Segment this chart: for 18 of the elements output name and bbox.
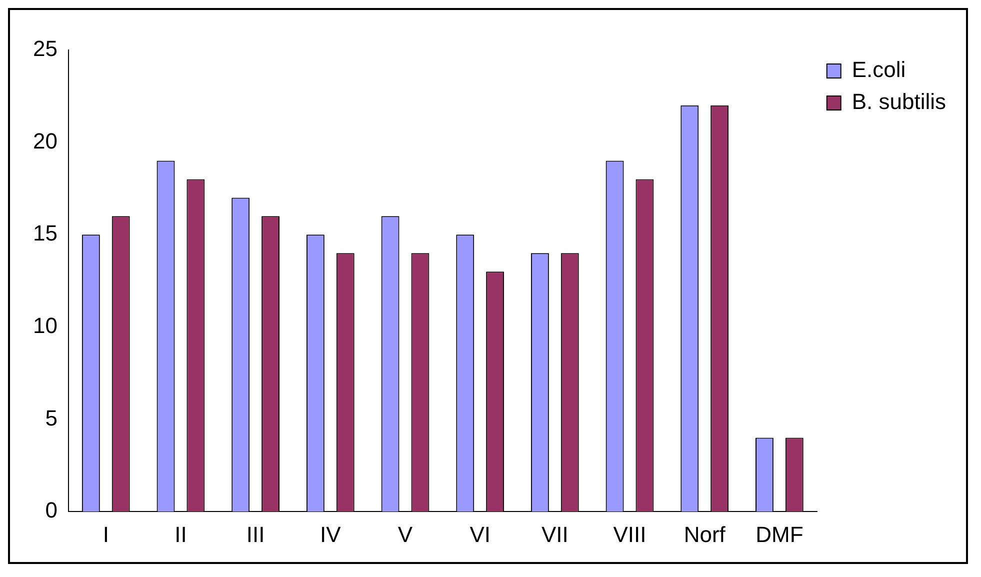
x-tick-label: I [102,522,109,547]
y-tick-label: 10 [32,313,58,338]
legend-label: B. subtilis [852,89,946,114]
x-tick-label: VII [541,522,568,547]
y-tick-label: 20 [32,128,58,154]
legend-label: E.coli [852,57,906,82]
y-tick-label: 25 [32,36,58,62]
x-tick-label: IV [320,522,342,547]
x-tick-label: DMF [756,522,804,547]
y-tick-label: 15 [32,220,58,246]
x-tick-label: II [174,522,187,547]
x-tick-label: VI [470,522,490,547]
x-tick-label: VIII [613,522,646,547]
y-tick-label: 0 [45,498,58,523]
y-tick-label: 5 [45,405,58,430]
x-tick-label: III [246,522,265,547]
x-tick-label: Norf [684,522,726,547]
x-tick-label: V [398,522,413,547]
